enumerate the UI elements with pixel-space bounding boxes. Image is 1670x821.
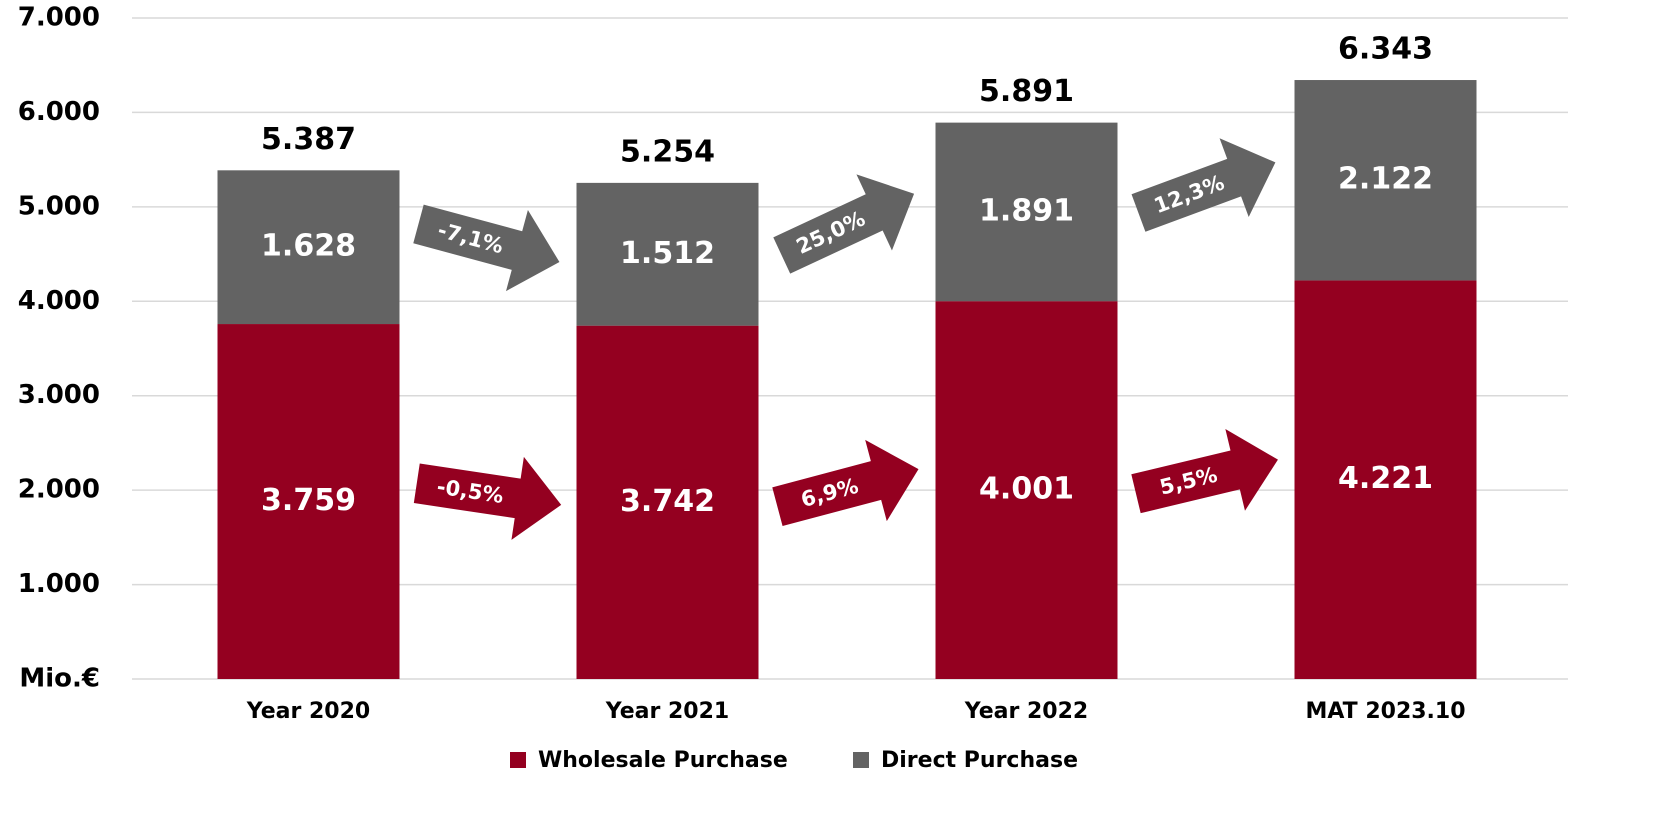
y-tick-label: Mio.€ bbox=[19, 664, 100, 694]
x-tick-label: MAT 2023.10 bbox=[1305, 699, 1465, 724]
bar-segment bbox=[576, 182, 759, 326]
y-tick-label: 2.000 bbox=[18, 475, 100, 505]
bar-segment bbox=[217, 324, 400, 679]
value-label: 2.122 bbox=[1338, 162, 1433, 197]
arrow-shape bbox=[1131, 429, 1278, 514]
total-label: 5.254 bbox=[620, 134, 715, 169]
x-tick-label: Year 2021 bbox=[605, 699, 729, 724]
bar-segment bbox=[576, 325, 759, 679]
legend-label: Direct Purchase bbox=[881, 748, 1078, 773]
y-tick-label: 4.000 bbox=[18, 286, 100, 316]
y-tick-label: 3.000 bbox=[18, 380, 100, 410]
x-tick-label: Year 2020 bbox=[246, 699, 370, 724]
value-label: 4.001 bbox=[979, 472, 1074, 507]
total-label: 6.343 bbox=[1338, 32, 1433, 67]
growth-arrow: -0,5% bbox=[413, 456, 562, 540]
arrow-shape bbox=[413, 456, 562, 540]
legend-swatch bbox=[853, 752, 869, 768]
total-label: 5.891 bbox=[979, 74, 1074, 109]
legend-label: Wholesale Purchase bbox=[538, 748, 788, 773]
arrow-shape bbox=[413, 204, 560, 292]
arrow-shape bbox=[1131, 138, 1276, 232]
value-label: 1.512 bbox=[620, 236, 715, 271]
value-label: 1.891 bbox=[979, 193, 1074, 228]
growth-arrow: 12,3% bbox=[1131, 138, 1276, 232]
bar-segment bbox=[217, 170, 400, 325]
y-tick-label: 7.000 bbox=[18, 3, 100, 33]
y-tick-label: 5.000 bbox=[18, 191, 100, 221]
growth-arrow: 5,5% bbox=[1131, 429, 1278, 514]
value-label: 1.628 bbox=[261, 229, 356, 264]
growth-arrow: -7,1% bbox=[413, 204, 560, 292]
bar-segment bbox=[935, 122, 1118, 302]
y-tick-label: 6.000 bbox=[18, 97, 100, 127]
x-tick-label: Year 2022 bbox=[964, 699, 1088, 724]
growth-arrow: 25,0% bbox=[773, 174, 915, 274]
arrow-shape bbox=[772, 439, 919, 527]
growth-arrow: 6,9% bbox=[772, 439, 919, 527]
bar-segment bbox=[1294, 280, 1477, 679]
value-label: 3.759 bbox=[261, 483, 356, 518]
legend-swatch bbox=[510, 752, 526, 768]
total-label: 5.387 bbox=[261, 122, 356, 157]
value-label: 3.742 bbox=[620, 484, 715, 519]
bar-segment bbox=[1294, 80, 1477, 281]
arrow-shape bbox=[773, 174, 915, 274]
bar-segment bbox=[935, 301, 1118, 679]
value-label: 4.221 bbox=[1338, 461, 1433, 496]
y-tick-label: 1.000 bbox=[18, 569, 100, 599]
